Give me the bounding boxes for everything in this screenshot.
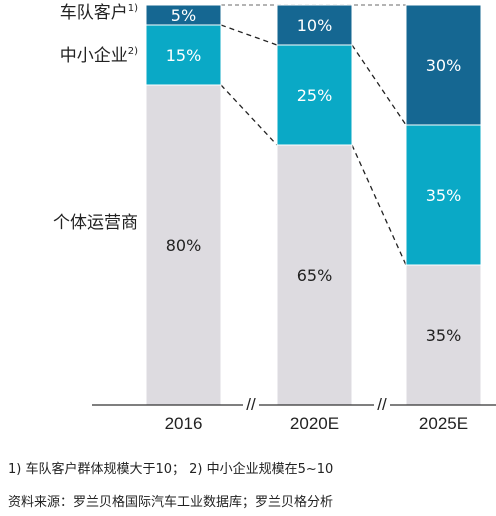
x-tick-label: 2016 <box>165 414 203 433</box>
connector-line <box>220 24 278 46</box>
bar-segment <box>405 4 482 126</box>
legend-entry: 车队客户1) <box>60 3 138 23</box>
source-note: 资料来源：罗兰贝格国际汽车工业数据库；罗兰贝格分析 <box>8 495 334 510</box>
bar-segment <box>276 144 353 406</box>
connector-line <box>351 144 407 266</box>
legend: 个体运营商 中小企业2) 车队客户1) <box>53 3 138 233</box>
data-label: 5% <box>171 6 196 25</box>
x-axis: // // 2016 2020E 2025E <box>92 395 496 433</box>
data-label: 25% <box>297 86 333 105</box>
data-label: 35% <box>426 186 462 205</box>
connector-line <box>351 44 407 126</box>
data-label: 15% <box>166 46 202 65</box>
legend-entry: 个体运营商 <box>53 213 138 233</box>
bar-segment <box>145 24 222 86</box>
stacked-bar-chart: 80% 15% 5% 65% 25% 10% 35% 35% 30% 个体运营商 中小企业2) 车队… <box>53 3 496 433</box>
footnote: 1) 车队客户群体规模大于10； 2) 中小企业规模在5~10 <box>8 462 334 477</box>
bar-segment <box>145 4 222 26</box>
x-tick-label: 2025E <box>419 414 468 433</box>
axis-break-marker: // <box>246 395 256 414</box>
axis-break-marker: // <box>377 395 387 414</box>
x-tick-label: 2020E <box>290 414 339 433</box>
connector-line <box>220 84 278 146</box>
bar-segment <box>276 4 353 46</box>
bar-segment <box>405 264 482 406</box>
bars-group <box>145 4 482 406</box>
segment-labels-group: 80% 15% 5% 65% 25% 10% 35% 35% 30% <box>166 6 462 345</box>
data-label: 10% <box>297 16 333 35</box>
data-label: 80% <box>166 236 202 255</box>
bar-segment <box>145 84 222 406</box>
data-label: 30% <box>426 56 462 75</box>
legend-entry: 中小企业2) <box>60 46 138 66</box>
data-label: 65% <box>297 266 333 285</box>
axis-break-gap <box>243 401 259 409</box>
bar-segment <box>276 44 353 146</box>
data-label: 35% <box>426 326 462 345</box>
axis-break-gap <box>374 401 390 409</box>
